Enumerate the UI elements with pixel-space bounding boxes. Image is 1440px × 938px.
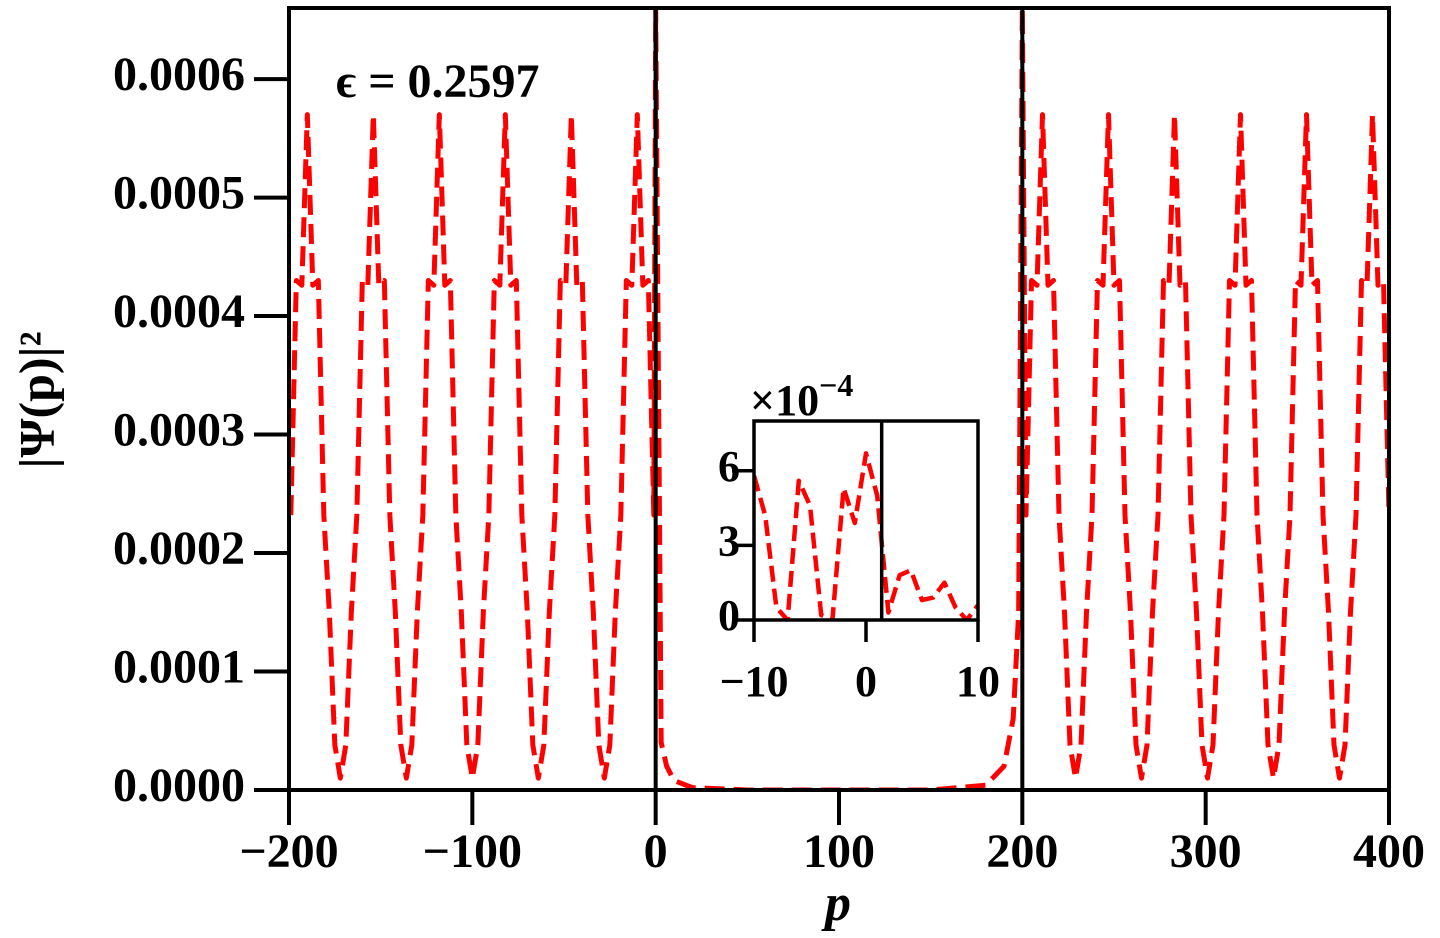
y-tick-label: 0.0004 bbox=[113, 285, 245, 338]
y-axis-label: |Ψ(p)|² bbox=[8, 331, 64, 468]
x-tick-label: 300 bbox=[1170, 825, 1242, 878]
offset-base: ×10 bbox=[750, 376, 819, 425]
x-tick-label: 10 bbox=[956, 657, 1000, 706]
y-tick-label: 0.0001 bbox=[113, 641, 245, 694]
data-line bbox=[754, 451, 978, 620]
x-tick-label: 200 bbox=[986, 825, 1058, 878]
x-tick-label: 0 bbox=[855, 657, 877, 706]
x-axis-label: p bbox=[821, 875, 851, 932]
x-tick-label: 100 bbox=[803, 825, 875, 878]
x-tick-label: 0 bbox=[644, 825, 668, 878]
y-tick-label: 0.0005 bbox=[113, 167, 245, 220]
y-tick-label: 0.0000 bbox=[113, 759, 245, 812]
x-tick-label: −10 bbox=[719, 657, 788, 706]
offset-label: ×10−4 bbox=[750, 367, 853, 425]
y-tick-label: 3 bbox=[718, 516, 740, 565]
x-tick-label: −100 bbox=[423, 825, 522, 878]
x-tick-label: −200 bbox=[239, 825, 338, 878]
offset-exponent: −4 bbox=[819, 367, 853, 403]
annotation: ϵ = 0.2597 bbox=[336, 55, 540, 108]
y-tick-label: 0.0006 bbox=[113, 48, 245, 101]
y-tick-label: 0.0002 bbox=[113, 522, 245, 575]
y-tick-label: 0.0003 bbox=[113, 404, 245, 457]
x-tick-label: 400 bbox=[1353, 825, 1425, 878]
y-tick-label: 6 bbox=[718, 442, 740, 491]
inset-background bbox=[754, 421, 978, 620]
y-tick-label: 0 bbox=[718, 591, 740, 640]
